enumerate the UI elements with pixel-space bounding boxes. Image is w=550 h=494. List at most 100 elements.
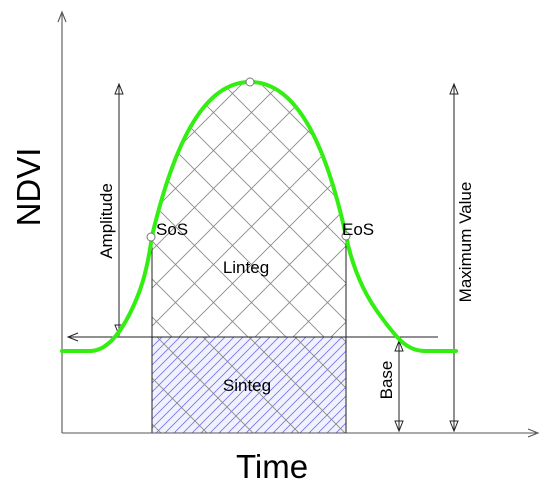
y-axis-arrowhead [57, 10, 67, 23]
sinteg-hatch-line [0, 330, 79, 440]
sinteg-hatch-line [482, 330, 550, 440]
sinteg-hatch-line [410, 330, 520, 440]
sinteg-hatch-line [5, 330, 115, 440]
sinteg-hatch-line [527, 330, 550, 440]
sinteg-cross-line [0, 330, 30, 440]
linteg-hatch-line [152, 82, 257, 337]
sinteg-hatch-line [0, 330, 43, 440]
sinteg-hatch-line [227, 337, 325, 433]
sinteg-region [0, 330, 550, 440]
sinteg-hatch-line [152, 337, 199, 384]
sinteg-hatch-line [182, 337, 280, 433]
sinteg-cross-hatch [0, 330, 550, 440]
sinteg-hatch-line [281, 368, 346, 433]
sinteg-hatch-line [455, 330, 550, 440]
sinteg-hatch-line [209, 337, 307, 433]
sinteg-hatch-line [308, 395, 346, 433]
linteg-hatch-line [284, 82, 346, 337]
sinteg-hatch-line [23, 330, 133, 440]
sinteg-label: Sinteg [223, 376, 271, 395]
sinteg-hatch-line [518, 330, 550, 440]
sinteg-hatch-line [290, 377, 346, 433]
sinteg-hatch-line [152, 337, 172, 357]
linteg-hatch-line [152, 82, 257, 337]
linteg-hatch-line [246, 82, 346, 337]
sinteg-cross-line [472, 330, 550, 440]
base-line-arrowhead [66, 332, 79, 342]
sinteg-hatch-line [218, 337, 316, 433]
linteg-hatch-line [152, 82, 219, 337]
sinteg-cross-line [152, 377, 208, 433]
sinteg-hatch-line [152, 337, 217, 402]
sinteg-cross-line [0, 330, 76, 440]
sinteg-hatch-line [464, 330, 550, 440]
base-level-line [66, 332, 438, 342]
ndvi-curve [60, 80, 458, 353]
eos-label: EoS [342, 220, 374, 239]
linteg-label: Linteg [223, 258, 269, 277]
linteg-hatch-line [208, 82, 346, 337]
sinteg-hatch-line [191, 337, 289, 433]
y-axis-label: NDVI [10, 148, 47, 227]
eos-marker [341, 231, 351, 241]
base-arrow [394, 339, 404, 433]
sinteg-hatch-line [152, 337, 190, 375]
sinteg-hatch-line [155, 337, 253, 433]
sinteg-hatch-line [0, 330, 70, 440]
linteg-hatch-line [284, 82, 346, 337]
sinteg-hatch-line [173, 337, 271, 433]
linteg-hatch-line [246, 82, 346, 337]
sos-label: SoS [156, 220, 188, 239]
sinteg-hatch-line [152, 337, 235, 420]
sinteg-hatch-line [0, 330, 88, 440]
linteg-hatch-line [170, 82, 346, 337]
sinteg-hatch-line [419, 330, 529, 440]
sinteg-cross-line [202, 337, 300, 433]
sinteg-hatch-line [200, 337, 298, 433]
sinteg-hatch-line [245, 337, 343, 433]
sinteg-hatch-line [272, 359, 346, 433]
sinteg-hatch-line [152, 337, 244, 429]
sinteg-hatch-line [0, 330, 52, 440]
sos-marker [146, 232, 156, 242]
sinteg-cross-line [426, 330, 536, 440]
amplitude-arrow [114, 82, 124, 337]
sinteg-hatch-line [545, 330, 550, 440]
maximum-value-arrow [449, 82, 459, 433]
sinteg-hatch-line [152, 337, 226, 411]
sinteg-hatch-line [428, 330, 538, 440]
maximum-value-label: Maximum Value [456, 182, 475, 303]
sinteg-hatch-line [0, 330, 97, 440]
sinteg-hatch-line [0, 330, 106, 440]
amplitude-label: Amplitude [97, 183, 116, 259]
axes [57, 10, 540, 438]
x-axis-arrowhead [527, 428, 540, 438]
x-axis-label: Time [236, 448, 308, 485]
sinteg-hatch-line [41, 330, 151, 440]
sinteg-hatch-line [446, 330, 550, 440]
sinteg-hatch-line [32, 330, 142, 440]
linteg-hatch-line [475, 70, 550, 345]
sinteg-hatch-line [473, 330, 550, 440]
linteg-hatch-line [152, 82, 346, 337]
sinteg-cross-line [518, 330, 550, 440]
sinteg-cross-line [156, 337, 254, 433]
sinteg-hatch [0, 330, 550, 440]
sinteg-hatch-line [500, 330, 550, 440]
sinteg-hatch-line [0, 330, 61, 440]
linteg-hatch-line [152, 82, 333, 337]
sinteg-hatch-line [536, 330, 550, 440]
sinteg-hatch-line [509, 330, 550, 440]
linteg-hatch-line [513, 70, 550, 345]
sinteg-hatch-line [263, 350, 346, 433]
sinteg-hatch-line [317, 404, 346, 433]
sinteg-hatch-line [164, 337, 262, 433]
sinteg-hatch-line [401, 330, 511, 440]
linteg-hatch-line [475, 70, 550, 345]
linteg-hatch-line [322, 82, 346, 337]
sinteg-hatch-line [299, 386, 346, 433]
peak-marker [245, 77, 255, 87]
linteg-hatch-line [322, 82, 346, 337]
base-label: Base [377, 361, 396, 400]
